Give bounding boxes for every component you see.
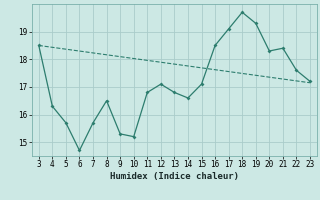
X-axis label: Humidex (Indice chaleur): Humidex (Indice chaleur) xyxy=(110,172,239,181)
